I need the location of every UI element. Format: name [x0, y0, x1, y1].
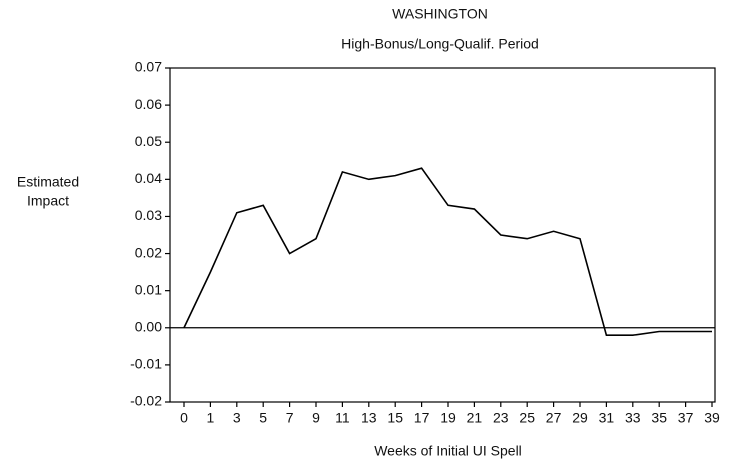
x-tick-label: 21 [467, 410, 483, 426]
y-axis-label: Impact [27, 193, 69, 209]
y-axis-label: Estimated [17, 174, 79, 190]
x-tick-label: 13 [361, 410, 377, 426]
x-tick-label: 25 [519, 410, 535, 426]
plot-frame [169, 67, 716, 403]
x-tick-label: 1 [207, 410, 215, 426]
x-tick-label: 29 [572, 410, 588, 426]
x-tick-label: 0 [180, 410, 188, 426]
data-line [183, 167, 712, 336]
x-tick-label: 15 [387, 410, 403, 426]
y-tick-label: 0.07 [135, 59, 162, 75]
x-tick-label: 5 [259, 410, 267, 426]
x-tick-label: 7 [286, 410, 294, 426]
y-tick-label: 0.05 [135, 133, 162, 149]
chart-title: WASHINGTON [392, 6, 488, 22]
x-tick-label: 19 [440, 410, 456, 426]
y-tick-label: 0.00 [135, 318, 162, 334]
x-tick-label: 11 [335, 410, 350, 426]
x-tick-label: 35 [651, 410, 667, 426]
y-tick-label: 0.06 [135, 96, 162, 112]
x-tick-label: 23 [493, 410, 509, 426]
y-tick-label: 0.04 [135, 170, 162, 186]
y-tick-label: 0.01 [135, 281, 162, 297]
x-tick-label: 31 [599, 410, 615, 426]
x-tick-label: 3 [233, 410, 241, 426]
x-tick-label: 9 [312, 410, 320, 426]
x-tick-label: 33 [625, 410, 641, 426]
y-tick-label: 0.02 [135, 244, 162, 260]
chart-subtitle: High-Bonus/Long-Qualif. Period [341, 36, 539, 52]
x-tick-label: 17 [414, 410, 430, 426]
y-tick-label: -0.02 [130, 393, 162, 409]
y-tick-label: 0.03 [135, 207, 162, 223]
x-tick-label: 27 [546, 410, 562, 426]
x-tick-label: 37 [678, 410, 694, 426]
x-tick-label: 39 [704, 410, 720, 426]
y-tick-label: -0.01 [130, 356, 162, 372]
x-axis-label: Weeks of Initial UI Spell [374, 443, 522, 459]
